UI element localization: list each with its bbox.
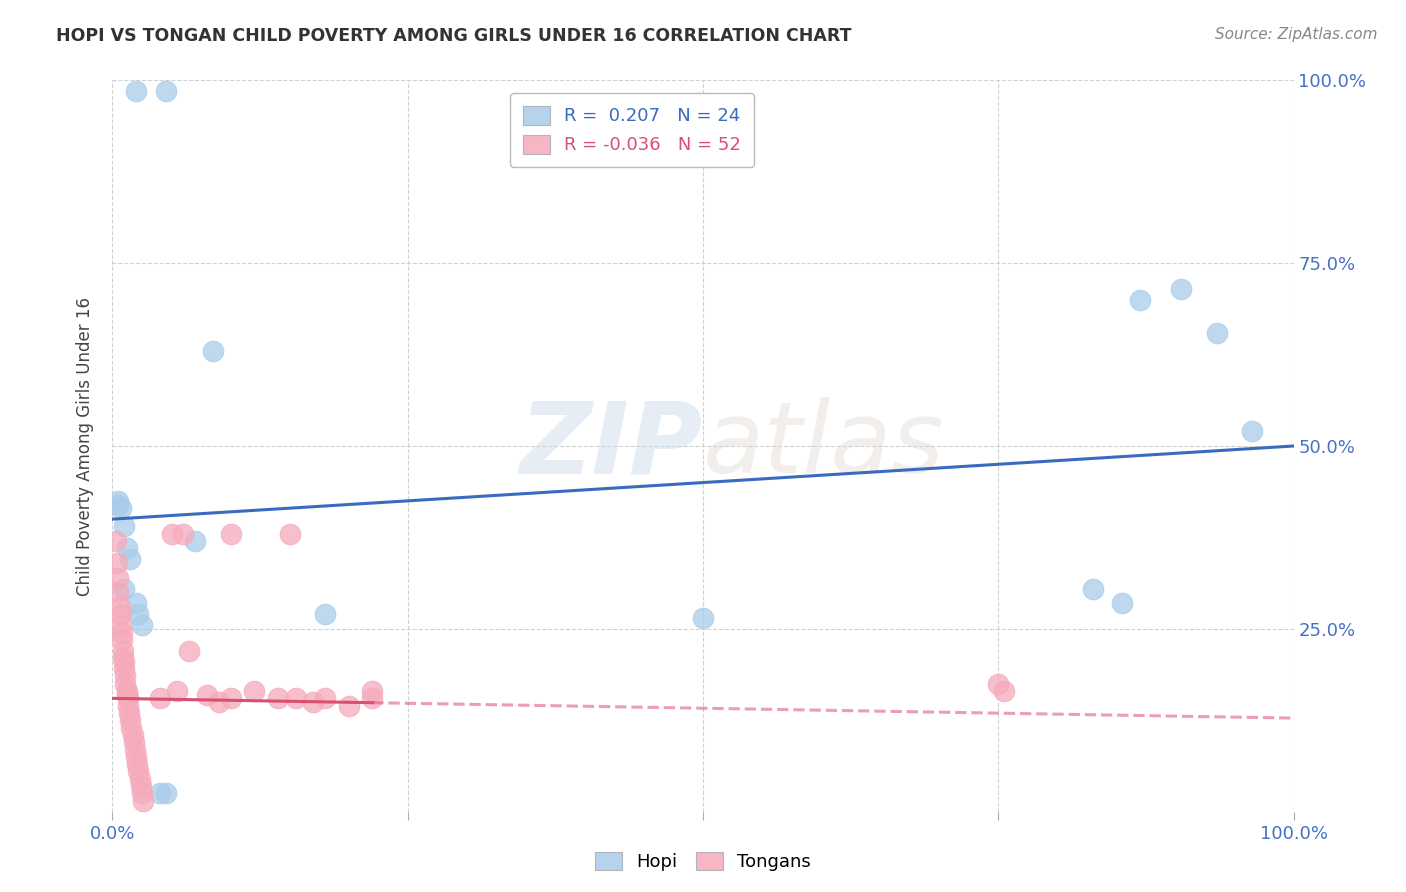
Text: ZIP: ZIP — [520, 398, 703, 494]
Point — [987, 676, 1010, 690]
Point — [1129, 293, 1152, 307]
Point — [121, 728, 143, 742]
Point — [1081, 582, 1104, 596]
Point — [112, 651, 135, 665]
Point — [201, 343, 224, 358]
Point — [115, 541, 138, 556]
Point — [1111, 596, 1133, 610]
Point — [284, 691, 307, 706]
Point — [129, 779, 152, 793]
Point — [314, 691, 336, 706]
Point — [302, 695, 325, 709]
Point — [1241, 425, 1264, 439]
Point — [115, 684, 138, 698]
Point — [108, 599, 131, 614]
Point — [166, 684, 188, 698]
Point — [112, 644, 135, 658]
Point — [131, 618, 153, 632]
Point — [114, 676, 136, 690]
Y-axis label: Child Poverty Among Girls Under 16: Child Poverty Among Girls Under 16 — [76, 296, 94, 596]
Point — [125, 749, 148, 764]
Point — [110, 501, 132, 516]
Point — [149, 787, 172, 801]
Point — [267, 691, 290, 706]
Point — [692, 611, 714, 625]
Point — [128, 772, 150, 786]
Point — [111, 632, 134, 647]
Point — [112, 519, 135, 533]
Point — [122, 735, 145, 749]
Point — [120, 552, 142, 566]
Point — [107, 494, 129, 508]
Point — [219, 691, 242, 706]
Point — [155, 787, 177, 801]
Point — [172, 526, 194, 541]
Point — [337, 698, 360, 713]
Point — [125, 596, 148, 610]
Point — [110, 618, 132, 632]
Point — [1205, 326, 1227, 340]
Point — [112, 582, 135, 596]
Point — [112, 655, 135, 669]
Point — [105, 534, 128, 549]
Text: HOPI VS TONGAN CHILD POVERTY AMONG GIRLS UNDER 16 CORRELATION CHART: HOPI VS TONGAN CHILD POVERTY AMONG GIRLS… — [56, 27, 852, 45]
Point — [155, 84, 177, 98]
Legend: R =  0.207   N = 24, R = -0.036   N = 52: R = 0.207 N = 24, R = -0.036 N = 52 — [510, 93, 754, 167]
Point — [219, 526, 242, 541]
Point — [132, 794, 155, 808]
Point — [120, 721, 142, 735]
Point — [117, 691, 139, 706]
Legend: Hopi, Tongans: Hopi, Tongans — [588, 845, 818, 879]
Point — [993, 684, 1015, 698]
Point — [314, 607, 336, 622]
Text: atlas: atlas — [703, 398, 945, 494]
Point — [208, 695, 231, 709]
Point — [127, 764, 149, 779]
Point — [110, 607, 132, 622]
Point — [107, 585, 129, 599]
Point — [112, 662, 135, 676]
Point — [118, 706, 141, 720]
Point — [105, 556, 128, 570]
Point — [111, 625, 134, 640]
Point — [117, 698, 139, 713]
Point — [195, 688, 218, 702]
Point — [160, 526, 183, 541]
Text: Source: ZipAtlas.com: Source: ZipAtlas.com — [1215, 27, 1378, 42]
Point — [243, 684, 266, 698]
Point — [120, 714, 142, 728]
Point — [107, 571, 129, 585]
Point — [124, 742, 146, 756]
Point — [184, 534, 207, 549]
Point — [179, 644, 201, 658]
Point — [149, 691, 172, 706]
Point — [131, 787, 153, 801]
Point — [127, 607, 149, 622]
Point — [125, 84, 148, 98]
Point — [1170, 282, 1192, 296]
Point — [361, 684, 384, 698]
Point — [127, 757, 149, 772]
Point — [278, 526, 301, 541]
Point — [114, 669, 136, 683]
Point — [115, 688, 138, 702]
Point — [107, 498, 129, 512]
Point — [361, 691, 384, 706]
